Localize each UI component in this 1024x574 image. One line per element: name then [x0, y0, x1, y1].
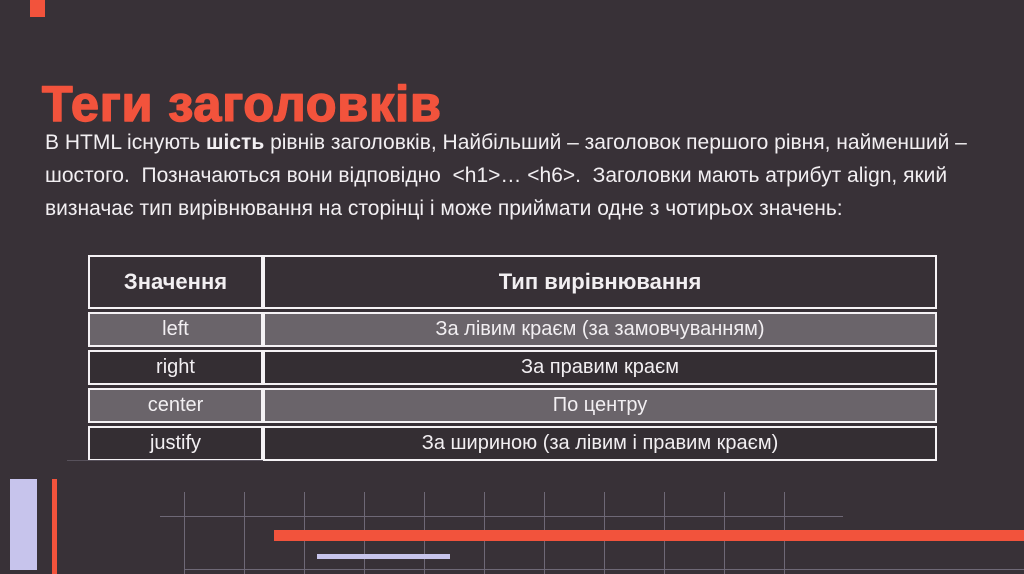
header-cell-value: Значення [88, 255, 263, 309]
grid-line-vertical [184, 492, 185, 574]
body-text-line-3: визначає тип вирівнювання на сторінці і … [45, 197, 843, 220]
grid-line-vertical [244, 492, 245, 574]
table-row-justify: justify За шириною (за лівим і правим кр… [88, 426, 937, 461]
slide-title: Теги заголовків [41, 75, 442, 132]
cell-value-right: right [88, 350, 263, 385]
header-cell-type: Тип вирівнювання [263, 255, 937, 309]
cell-value-left: left [88, 312, 263, 347]
cell-type-right: За правим краєм [263, 350, 937, 385]
cell-type-center: По центру [263, 388, 937, 423]
body-paragraph: В HTML існують шість рівнів заголовків, … [45, 126, 1005, 225]
body-text-line-1: В HTML існують шість рівнів заголовків, … [45, 126, 1005, 159]
grid-line-horizontal-upper [67, 460, 263, 461]
cell-value-center: center [88, 388, 263, 423]
bottom-lavender-horizontal-bar [317, 554, 450, 559]
cell-type-justify: За шириною (за лівим і правим краєм) [263, 426, 937, 461]
grid-line-horizontal-mid [160, 516, 843, 517]
table-row-left: left За лівим краєм (за замовчуванням) [88, 312, 937, 347]
line1-post: рівнів заголовків, Найбільший – заголово… [264, 131, 967, 154]
table-row-right: right За правим краєм [88, 350, 937, 385]
align-values-table: Значення Тип вирівнювання left За лівим … [88, 252, 937, 464]
cell-value-justify: justify [88, 426, 263, 461]
bottom-red-horizontal-bar [274, 530, 1024, 541]
cell-type-left: За лівим краєм (за замовчуванням) [263, 312, 937, 347]
line1-bold-word: шість [206, 131, 265, 154]
top-left-red-accent [30, 0, 45, 17]
table-row-center: center По центру [88, 388, 937, 423]
table-header-row: Значення Тип вирівнювання [88, 255, 937, 309]
line1-pre: В HTML існують [45, 131, 207, 154]
body-text-line-2: шостого. Позначаються вони відповідно <h… [45, 164, 948, 187]
bottom-left-lavender-bar [10, 479, 37, 570]
bottom-left-red-bar [52, 479, 57, 574]
